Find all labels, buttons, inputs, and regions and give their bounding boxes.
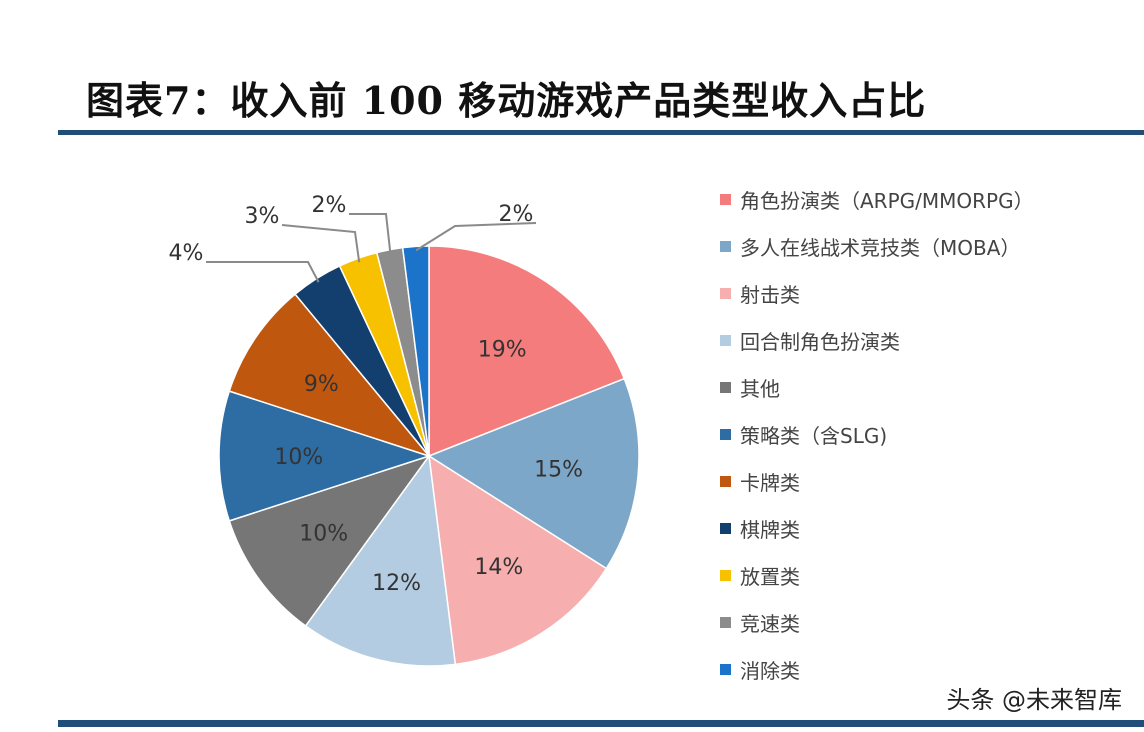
legend-label: 卡牌类 <box>740 471 800 495</box>
legend-item-1: 角色扮演类（ARPG/MMORPG） <box>720 176 1034 223</box>
legend-item-11: 消除类 <box>720 646 1034 693</box>
legend-swatch <box>720 335 731 346</box>
pie-slice-6 <box>218 390 432 522</box>
legend-label: 棋牌类 <box>740 518 800 542</box>
pie-labels: 19% 15% 14% 12% 10% 10% 9% 4% 3% 2% 2% <box>169 193 584 596</box>
legend-swatch <box>720 476 731 487</box>
title-rule <box>58 130 1144 135</box>
legend-label: 回合制角色扮演类 <box>740 330 900 354</box>
legend-swatch <box>720 194 731 205</box>
data-label-11: 2% <box>499 202 534 227</box>
legend-item-2: 多人在线战术竞技类（MOBA） <box>720 223 1034 270</box>
legend-item-7: 卡牌类 <box>720 458 1034 505</box>
legend-item-5: 其他 <box>720 364 1034 411</box>
legend-label: 策略类（含SLG) <box>740 424 888 448</box>
data-label-9: 3% <box>245 204 280 229</box>
legend-swatch <box>720 664 731 675</box>
data-label-6: 10% <box>274 445 323 470</box>
data-label-2: 15% <box>534 457 583 482</box>
data-label-5: 10% <box>299 522 348 547</box>
legend-label: 放置类 <box>740 565 800 589</box>
legend: 角色扮演类（ARPG/MMORPG） 多人在线战术竞技类（MOBA） 射击类回合制角… <box>720 176 1034 693</box>
legend-item-8: 棋牌类 <box>720 505 1034 552</box>
pie-slice-5 <box>228 454 431 627</box>
pie-slices <box>218 245 640 667</box>
pie-slice-4 <box>304 454 457 667</box>
watermark-text: 头条 @未来智库 <box>946 686 1122 714</box>
leader-line-9 <box>281 224 361 263</box>
data-label-10: 2% <box>312 193 347 218</box>
data-label-7: 9% <box>304 372 339 397</box>
legend-label: 角色扮演类（ARPG/MMORPG） <box>740 189 1034 213</box>
data-label-8: 4% <box>169 241 204 266</box>
legend-swatch <box>720 523 731 534</box>
pie-slice-11 <box>401 245 430 457</box>
data-label-3: 14% <box>474 555 523 580</box>
pie-slice-2 <box>427 377 640 570</box>
leader-line-11 <box>415 222 537 252</box>
legend-swatch <box>720 429 731 440</box>
legend-item-9: 放置类 <box>720 552 1034 599</box>
bottom-rule <box>58 720 1144 727</box>
pie-slice-3 <box>428 454 608 666</box>
chart-title: 图表7：收入前 100 移动游戏产品类型收入占比 <box>86 78 927 123</box>
legend-swatch <box>720 241 731 252</box>
legend-label: 其他 <box>740 377 780 401</box>
legend-swatch <box>720 570 731 581</box>
legend-label: 射击类 <box>740 283 800 307</box>
legend-item-6: 策略类（含SLG) <box>720 411 1034 458</box>
leader-line-10 <box>349 213 392 254</box>
legend-item-4: 回合制角色扮演类 <box>720 317 1034 364</box>
pie-slice-7 <box>228 293 432 458</box>
pie-slice-1 <box>428 245 626 458</box>
legend-item-10: 竞速类 <box>720 599 1034 646</box>
legend-label: 多人在线战术竞技类（MOBA） <box>740 236 1021 260</box>
legend-swatch <box>720 617 731 628</box>
legend-label: 消除类 <box>740 659 800 683</box>
legend-swatch <box>720 288 731 299</box>
leader-line-8 <box>206 261 320 283</box>
legend-item-3: 射击类 <box>720 270 1034 317</box>
legend-swatch <box>720 382 731 393</box>
legend-label: 竞速类 <box>740 612 800 636</box>
data-label-1: 19% <box>478 337 527 362</box>
data-label-4: 12% <box>372 571 421 596</box>
